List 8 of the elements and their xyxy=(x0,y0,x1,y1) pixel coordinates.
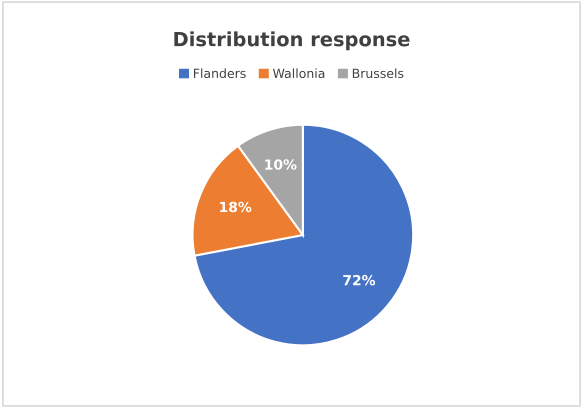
chart-title: Distribution response xyxy=(174,31,410,50)
legend-label: Flanders xyxy=(194,68,246,78)
pie-slice xyxy=(193,124,414,346)
data-label: 72% xyxy=(343,274,376,286)
data-label: 18% xyxy=(220,202,252,212)
legend-label: Wallonia xyxy=(272,68,324,78)
data-label: 10% xyxy=(265,159,297,170)
legend-label: Brussels xyxy=(352,68,404,78)
